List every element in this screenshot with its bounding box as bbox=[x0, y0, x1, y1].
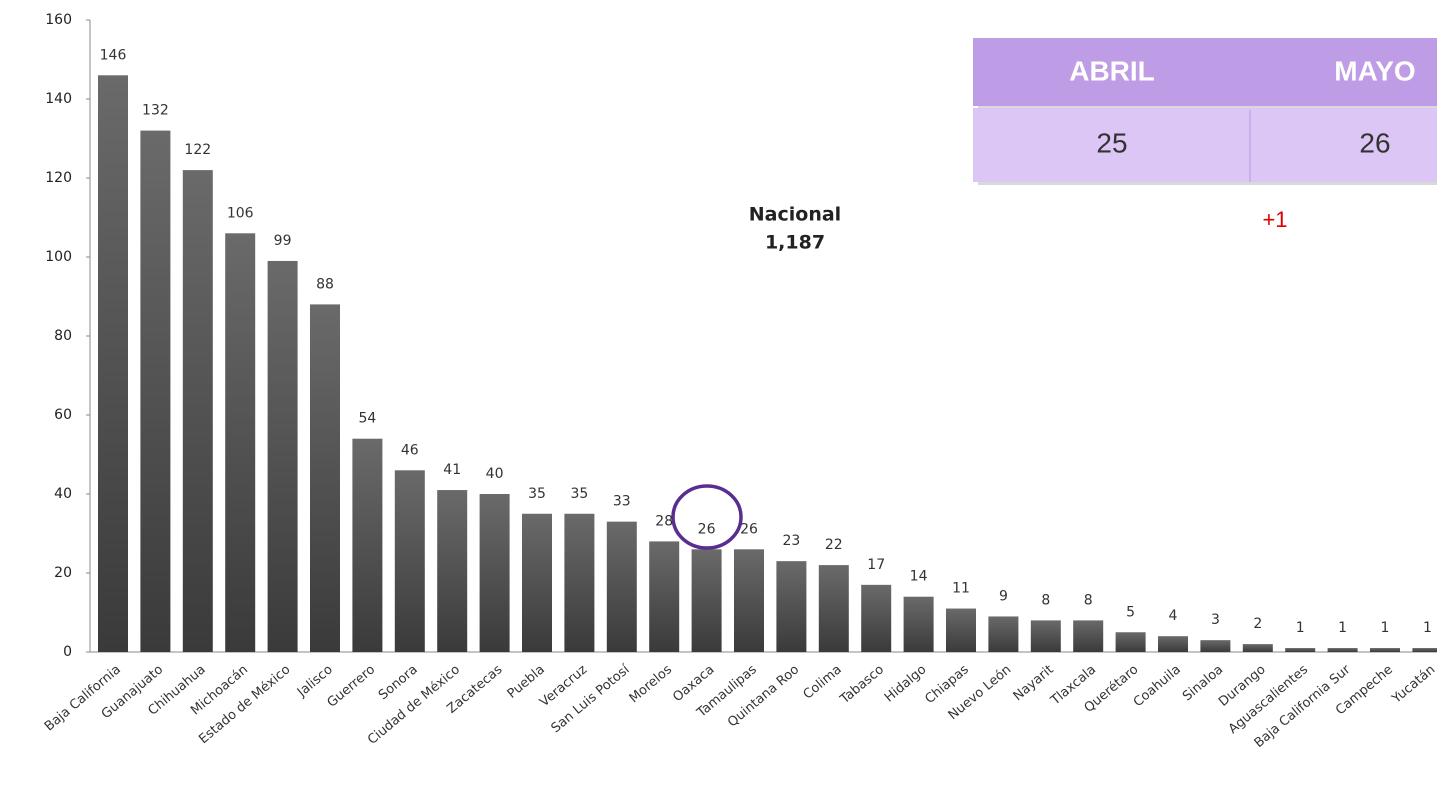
bar bbox=[734, 549, 764, 652]
bar bbox=[1030, 620, 1061, 652]
bar bbox=[649, 541, 680, 652]
data-label: 122 bbox=[184, 142, 211, 158]
bar bbox=[1412, 648, 1437, 652]
bar bbox=[225, 233, 256, 653]
y-tick-label: 20 bbox=[54, 565, 72, 581]
x-tick-label: San Luis Potosí bbox=[549, 662, 633, 736]
data-label: 1 bbox=[1296, 620, 1305, 636]
bar bbox=[1158, 636, 1188, 652]
data-label: 2 bbox=[1253, 616, 1262, 632]
data-label: 54 bbox=[358, 411, 376, 427]
data-label: 26 bbox=[740, 521, 758, 537]
bars bbox=[98, 75, 1437, 653]
data-label: 1 bbox=[1381, 620, 1390, 636]
y-tick-label: 80 bbox=[54, 328, 72, 344]
table: ABRIL MAYO 25 26 bbox=[973, 38, 1437, 185]
data-label: 40 bbox=[486, 466, 504, 482]
data-label: 9 bbox=[999, 588, 1008, 604]
bar bbox=[1073, 620, 1104, 652]
bar bbox=[606, 521, 637, 652]
data-label: 17 bbox=[867, 557, 885, 573]
table-header bbox=[973, 38, 1437, 106]
bar bbox=[98, 75, 128, 653]
data-label: 23 bbox=[782, 533, 800, 549]
bar bbox=[903, 596, 934, 652]
bar bbox=[182, 170, 213, 652]
bar bbox=[691, 549, 722, 652]
bar bbox=[818, 565, 849, 652]
bar bbox=[776, 561, 807, 652]
y-tick-label: 140 bbox=[45, 91, 72, 107]
x-tick-label: Yucatán bbox=[1389, 662, 1437, 707]
data-label: 8 bbox=[1084, 592, 1093, 608]
data-label: 11 bbox=[952, 581, 970, 597]
y-tick-label: 100 bbox=[45, 249, 72, 265]
y-tick-label: 120 bbox=[45, 170, 72, 186]
table-header-cell: MAYO bbox=[1334, 55, 1415, 86]
data-label: 4 bbox=[1169, 608, 1178, 624]
bar bbox=[140, 130, 171, 653]
bar bbox=[1200, 640, 1231, 652]
bar bbox=[352, 438, 383, 652]
data-label: 5 bbox=[1126, 604, 1135, 620]
bar bbox=[861, 584, 892, 652]
table-cell: 26 bbox=[1359, 127, 1390, 158]
bar bbox=[1242, 644, 1273, 652]
x-tick-label: Coahuila bbox=[1131, 662, 1184, 710]
data-label: 35 bbox=[570, 486, 588, 502]
x-tick-label: Baja California bbox=[42, 662, 124, 734]
table-header-cell: ABRIL bbox=[1069, 55, 1155, 86]
change-label: +1 bbox=[1262, 207, 1287, 232]
y-tick-label: 160 bbox=[45, 12, 72, 28]
data-label: 35 bbox=[528, 486, 546, 502]
annotation-label: Nacional bbox=[749, 204, 841, 226]
data-label: 41 bbox=[443, 462, 461, 478]
x-tick-label: Tabasco bbox=[837, 662, 887, 707]
bar bbox=[988, 616, 1019, 652]
bar bbox=[1370, 648, 1400, 652]
data-label: 1 bbox=[1423, 620, 1432, 636]
bar bbox=[479, 494, 510, 652]
data-label: 14 bbox=[910, 569, 928, 585]
data-label: 33 bbox=[613, 494, 631, 510]
data-label: 26 bbox=[698, 521, 716, 537]
highlight-circle bbox=[671, 484, 743, 550]
bar bbox=[1327, 648, 1358, 652]
data-label: 132 bbox=[142, 103, 169, 119]
data-label: 8 bbox=[1041, 592, 1050, 608]
x-tick-label: Morelos bbox=[627, 662, 676, 706]
bar bbox=[310, 304, 340, 652]
bar bbox=[946, 608, 976, 652]
y-tick-label: 40 bbox=[54, 486, 72, 502]
data-label: 1 bbox=[1338, 620, 1347, 636]
data-label: 99 bbox=[274, 233, 292, 249]
bar bbox=[267, 260, 298, 652]
table-cell: 25 bbox=[1096, 127, 1127, 158]
data-label: 3 bbox=[1211, 612, 1220, 628]
data-label: 22 bbox=[825, 537, 843, 553]
bar bbox=[437, 490, 468, 652]
bar bbox=[522, 513, 552, 652]
data-label: 88 bbox=[316, 276, 334, 292]
data-label: 146 bbox=[100, 47, 127, 63]
x-tick-label: Guerrero bbox=[325, 662, 379, 710]
annotation-total: 1,187 bbox=[765, 232, 825, 254]
data-label: 28 bbox=[655, 513, 673, 529]
x-tick-label: Hidalgo bbox=[882, 662, 930, 705]
bar bbox=[394, 470, 425, 652]
y-tick-label: 0 bbox=[63, 644, 72, 660]
bar bbox=[1115, 632, 1146, 652]
bar bbox=[564, 513, 595, 652]
data-label: 46 bbox=[401, 442, 419, 458]
y-tick-label: 60 bbox=[54, 407, 72, 423]
bar bbox=[1285, 648, 1316, 652]
table-row bbox=[973, 108, 1437, 182]
data-label: 106 bbox=[227, 205, 254, 221]
